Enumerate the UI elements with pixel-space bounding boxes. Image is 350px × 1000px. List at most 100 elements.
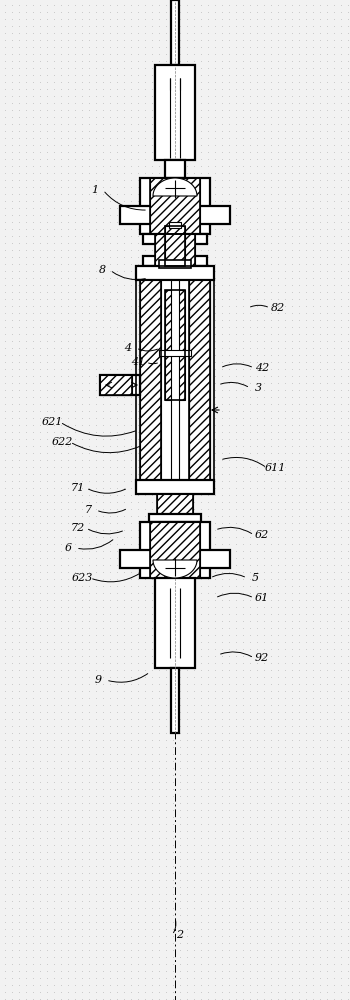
Point: [100, 739, 106, 755]
Point: [30, 725, 36, 741]
Point: [240, 473, 246, 489]
Point: [338, 781, 344, 797]
Point: [107, 4, 113, 20]
Point: [268, 60, 274, 76]
Point: [324, 725, 330, 741]
Point: [317, 270, 323, 286]
Point: [86, 571, 92, 587]
Point: [107, 963, 113, 979]
Point: [338, 564, 344, 580]
Point: [58, 620, 64, 636]
Point: [163, 823, 169, 839]
Point: [184, 928, 190, 944]
Point: [86, 963, 92, 979]
Point: [261, 655, 267, 671]
Point: [93, 907, 99, 923]
Point: [198, 228, 204, 244]
Point: [128, 809, 134, 825]
Point: [114, 732, 120, 748]
Point: [44, 67, 50, 83]
Point: [289, 249, 295, 265]
Point: [107, 795, 113, 811]
Point: [247, 809, 253, 825]
Point: [107, 683, 113, 699]
Point: [86, 956, 92, 972]
Point: [233, 319, 239, 335]
Point: [121, 515, 127, 531]
Point: [65, 984, 71, 1000]
Point: [135, 102, 141, 118]
Point: [317, 522, 323, 538]
Point: [170, 39, 176, 55]
Point: [163, 732, 169, 748]
Point: [261, 557, 267, 573]
Point: [163, 991, 169, 1000]
Point: [65, 284, 71, 300]
Point: [65, 508, 71, 524]
Point: [79, 606, 85, 622]
Point: [2, 18, 8, 34]
Point: [268, 424, 274, 440]
Point: [79, 620, 85, 636]
Point: [16, 165, 22, 181]
Point: [282, 172, 288, 188]
Point: [184, 942, 190, 958]
Point: [184, 333, 190, 349]
Point: [289, 25, 295, 41]
Point: [303, 116, 309, 132]
Point: [135, 760, 141, 776]
Point: [303, 459, 309, 475]
Point: [205, 424, 211, 440]
Point: [93, 634, 99, 650]
Point: [254, 249, 260, 265]
Point: [2, 221, 8, 237]
Point: [212, 767, 218, 783]
Point: [296, 60, 302, 76]
Point: [310, 368, 316, 384]
Point: [226, 242, 232, 258]
Point: [100, 438, 106, 454]
Point: [2, 263, 8, 279]
Point: [51, 445, 57, 461]
Point: [338, 221, 344, 237]
Point: [170, 970, 176, 986]
Point: [268, 613, 274, 629]
Point: [226, 473, 232, 489]
Point: [128, 270, 134, 286]
Point: [317, 46, 323, 62]
Point: [254, 900, 260, 916]
Point: [100, 711, 106, 727]
Point: [310, 970, 316, 986]
Point: [100, 956, 106, 972]
Point: [282, 718, 288, 734]
Point: [338, 263, 344, 279]
Point: [219, 242, 225, 258]
Point: [226, 704, 232, 720]
Point: [268, 480, 274, 496]
Point: [37, 4, 43, 20]
Point: [86, 221, 92, 237]
Point: [93, 557, 99, 573]
Point: [9, 718, 15, 734]
Point: [135, 823, 141, 839]
Point: [177, 963, 183, 979]
Point: [275, 270, 281, 286]
Point: [2, 200, 8, 216]
Point: [282, 683, 288, 699]
Point: [289, 886, 295, 902]
Point: [205, 760, 211, 776]
Point: [345, 949, 350, 965]
Point: [156, 256, 162, 272]
Point: [51, 935, 57, 951]
Point: [331, 802, 337, 818]
Point: [324, 641, 330, 657]
Point: [331, 431, 337, 447]
Point: [212, 417, 218, 433]
Point: [65, 368, 71, 384]
Point: [247, 102, 253, 118]
Point: [289, 508, 295, 524]
Point: [198, 823, 204, 839]
Point: [205, 60, 211, 76]
Point: [184, 228, 190, 244]
Point: [16, 942, 22, 958]
